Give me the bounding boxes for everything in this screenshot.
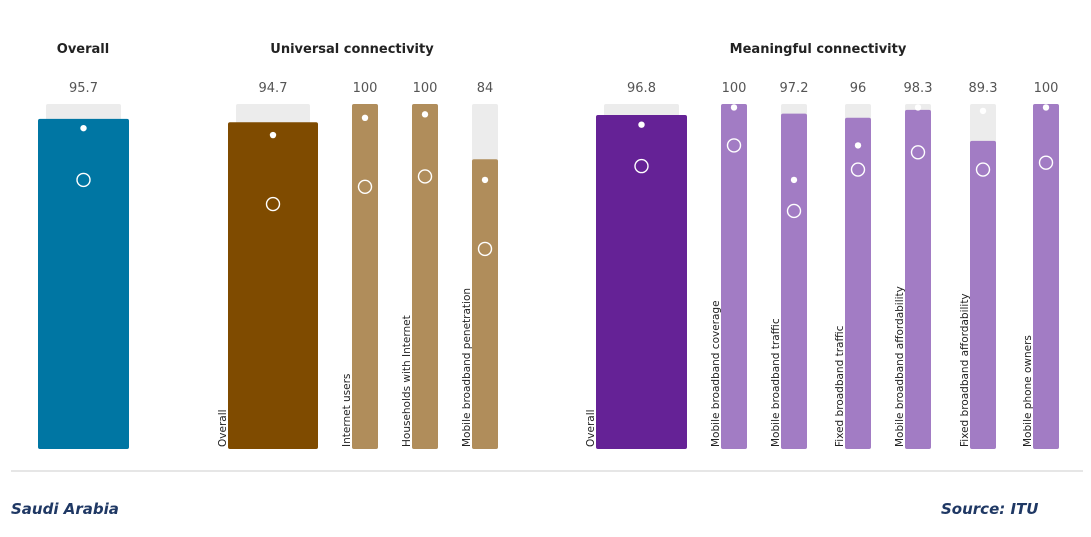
source-label: Source: ITU xyxy=(941,500,1039,518)
circle-marker xyxy=(975,162,991,177)
bar-label: Mobile phone owners xyxy=(1022,335,1034,447)
dot-marker xyxy=(361,114,369,122)
circle-marker xyxy=(850,162,866,177)
bar xyxy=(721,104,747,449)
circle-marker xyxy=(265,196,281,212)
dot-marker xyxy=(638,121,645,128)
bar-label: Overall xyxy=(217,409,229,447)
circle-marker xyxy=(786,203,802,219)
circle-marker xyxy=(910,145,926,160)
value-label: 95.7 xyxy=(69,81,98,96)
bar-label: Fixed broadband traffic xyxy=(834,325,846,447)
dot-marker xyxy=(1042,104,1050,111)
circle-marker xyxy=(76,172,91,188)
dot-marker xyxy=(269,131,277,139)
value-label: 96 xyxy=(850,81,867,96)
dot-marker xyxy=(914,104,922,111)
circle-marker xyxy=(1038,155,1054,170)
circle-marker xyxy=(634,158,649,174)
bar xyxy=(352,104,378,449)
bar-label: Overall xyxy=(585,409,597,447)
bar-label: Mobile broadband coverage xyxy=(710,300,722,447)
circle-marker xyxy=(726,138,742,153)
circle-marker xyxy=(477,241,493,257)
bar-label: Households with Internet xyxy=(401,315,413,447)
value-label: 89.3 xyxy=(969,81,998,96)
value-label: 100 xyxy=(413,81,438,96)
group-title: Overall xyxy=(57,42,109,57)
value-label: 96.8 xyxy=(627,81,656,96)
bar xyxy=(596,115,687,449)
dot-marker xyxy=(730,104,738,111)
dot-marker xyxy=(421,111,429,118)
bar xyxy=(1033,104,1059,449)
bar-label: Fixed broadband affordability xyxy=(959,293,971,447)
bar xyxy=(845,117,871,450)
value-label: 100 xyxy=(722,81,747,96)
group-title: Meaningful connectivity xyxy=(730,42,907,57)
bar xyxy=(970,140,996,450)
bar xyxy=(472,159,498,449)
dot-marker xyxy=(854,142,862,149)
circle-marker xyxy=(417,169,433,184)
bar xyxy=(412,104,438,449)
bar-label: Mobile broadband affordability xyxy=(894,286,906,447)
bar xyxy=(905,109,931,450)
value-label: 100 xyxy=(353,81,378,96)
circle-marker xyxy=(357,179,373,195)
value-label: 84 xyxy=(477,81,494,96)
value-label: 97.2 xyxy=(780,81,809,96)
bar xyxy=(781,113,807,449)
bar-label: Mobile broadband traffic xyxy=(770,318,782,447)
dot-marker xyxy=(979,107,987,115)
group-title: Universal connectivity xyxy=(270,42,434,57)
bar xyxy=(228,122,318,449)
dot-marker xyxy=(790,176,798,184)
bar-label: Internet users xyxy=(341,374,353,447)
value-label: 94.7 xyxy=(259,81,288,96)
dot-marker xyxy=(481,176,489,184)
bar xyxy=(38,118,129,450)
country-label: Saudi Arabia xyxy=(11,500,119,518)
bar-label: Mobile broadband penetration xyxy=(461,288,473,447)
value-label: 98.3 xyxy=(904,81,933,96)
dot-marker xyxy=(80,124,87,132)
value-label: 100 xyxy=(1034,81,1059,96)
